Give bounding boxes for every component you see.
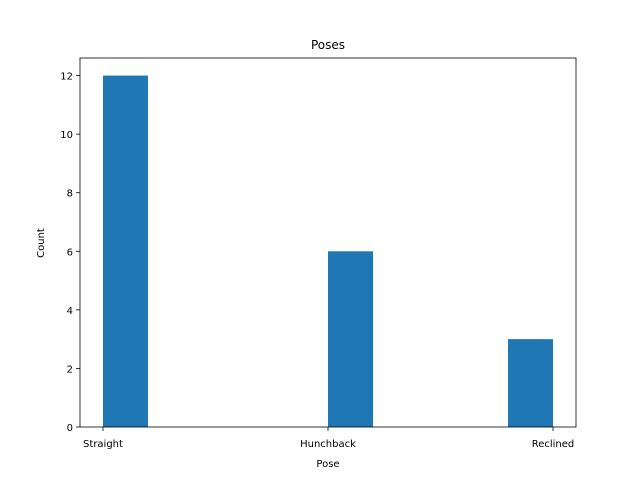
- x-tick-label-straight: Straight: [83, 439, 123, 450]
- plot-frame: [79, 57, 577, 428]
- y-tick-label: 10: [60, 130, 73, 141]
- x-tick-label-reclined: Reclined: [532, 439, 575, 450]
- bar-straight: [103, 75, 148, 428]
- y-tick-label: 8: [67, 189, 73, 200]
- y-axis-label: Count: [36, 228, 47, 258]
- x-axis-ticks: Straight Hunchback Reclined: [83, 427, 574, 450]
- x-tick-label-hunchback: Hunchback: [300, 439, 356, 450]
- y-tick-label: 4: [67, 306, 73, 317]
- bar-reclined: [508, 339, 553, 427]
- chart-title: Poses: [311, 38, 345, 52]
- bars-group: [103, 75, 553, 428]
- y-tick-label: 12: [60, 72, 73, 83]
- y-tick-label: 2: [67, 364, 73, 375]
- bar-hunchback: [328, 251, 373, 427]
- y-axis-ticks: 0 2 4 6 8 10 12: [60, 72, 80, 434]
- y-tick-label: 0: [67, 423, 73, 434]
- x-axis-label: Pose: [316, 459, 339, 470]
- y-tick-label: 6: [67, 247, 73, 258]
